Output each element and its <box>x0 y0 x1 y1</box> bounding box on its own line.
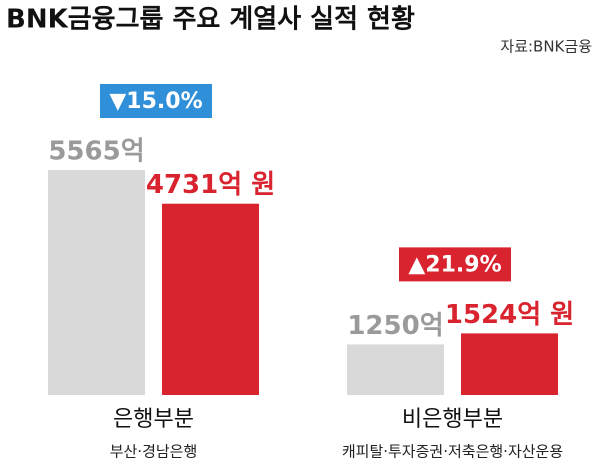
bar <box>48 170 145 395</box>
bar <box>461 333 558 395</box>
change-badge <box>100 84 212 118</box>
chart-title: BNK금융그룹 주요 계열사 실적 현황 <box>6 5 415 35</box>
category-note: 캐피탈·투자증권·저축은행·자산운용 <box>342 443 563 461</box>
value-label: 4731억 원 <box>146 170 275 200</box>
change-badge <box>399 247 511 282</box>
change-label: ▲21.9% <box>408 252 501 277</box>
value-label: 1524억 원 <box>445 300 574 330</box>
value-label: 5565억 <box>48 137 144 167</box>
x-tick-label: 은행부분 <box>113 407 194 432</box>
x-tick-label: 비은행부분 <box>402 407 503 432</box>
change-label: ▼15.0% <box>109 89 202 114</box>
bar <box>162 203 259 395</box>
value-label: 1250억 <box>347 311 443 341</box>
category-note: 부산·경남은행 <box>110 443 198 461</box>
source: 자료:BNK금융 <box>500 38 592 56</box>
bar <box>347 344 444 395</box>
